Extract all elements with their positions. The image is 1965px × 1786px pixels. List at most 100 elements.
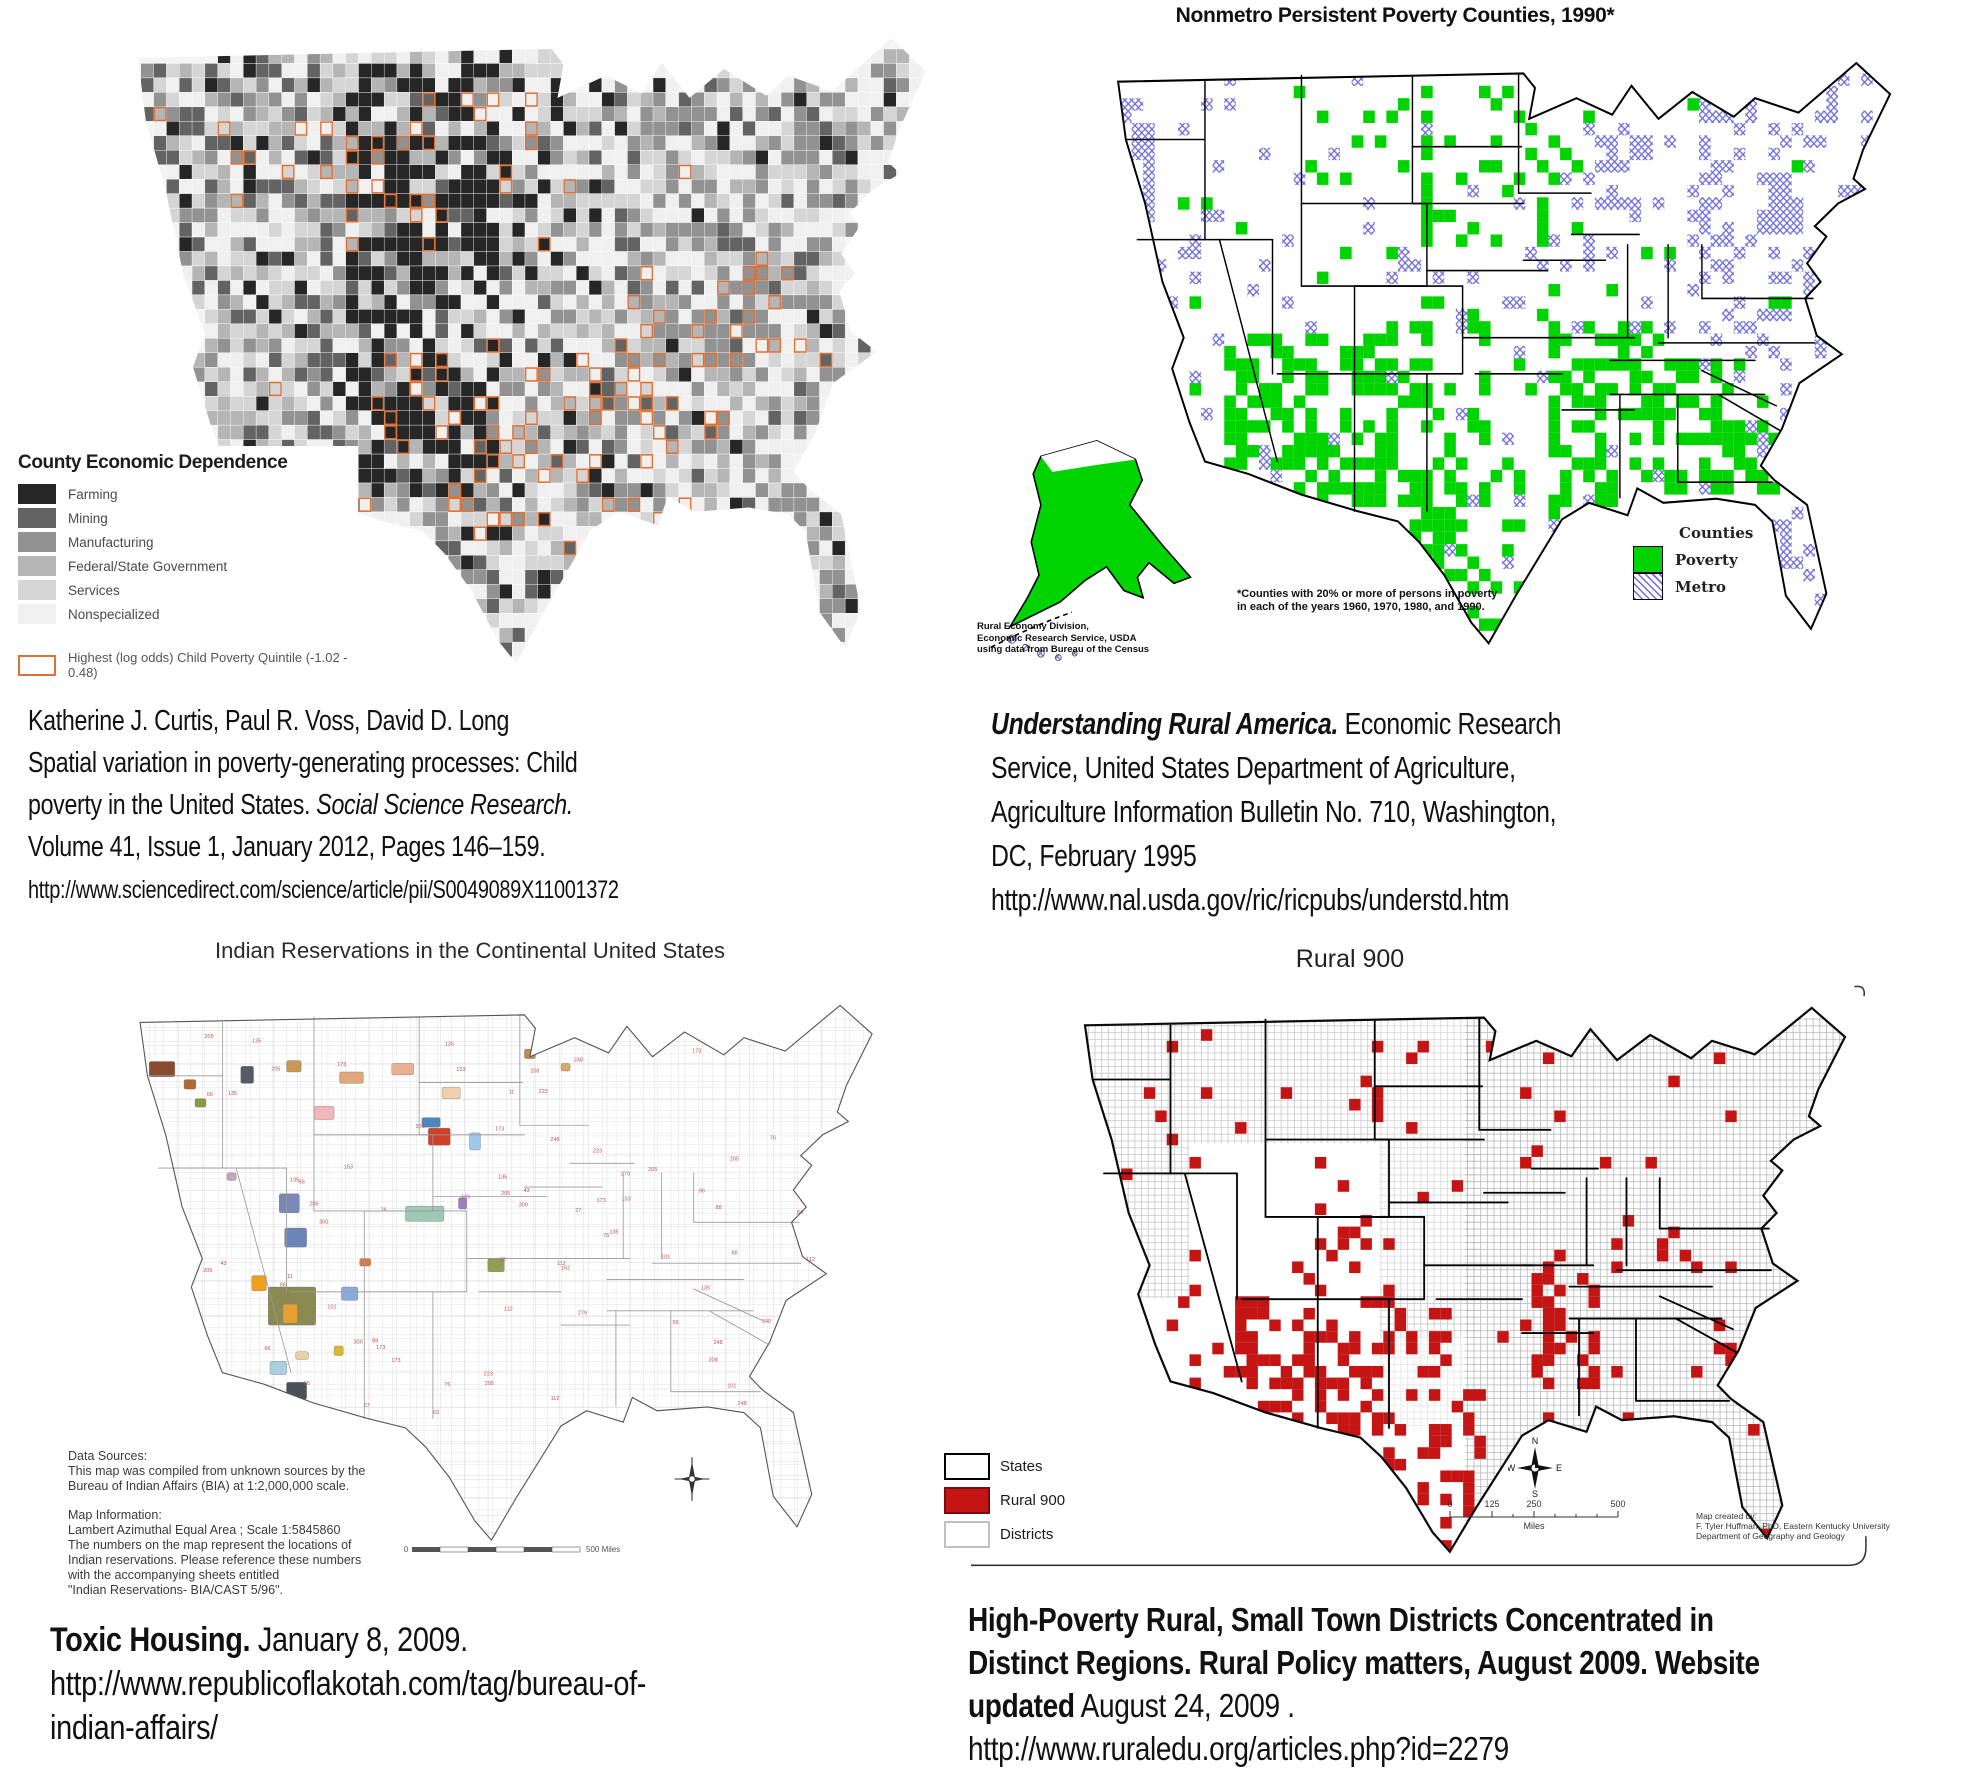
- svg-text:248: 248: [738, 1401, 747, 1407]
- svg-text:153: 153: [621, 1196, 630, 1202]
- compass-rose-icon: N S W E: [1508, 1436, 1562, 1499]
- citation-understanding-rural-america: Understanding Rural America. Economic Re…: [991, 702, 1965, 922]
- scale-tick-label: 0: [1447, 1499, 1452, 1509]
- citation-line: High-Poverty Rural, Small Town Districts…: [968, 1598, 1965, 1641]
- svg-text:43: 43: [220, 1261, 226, 1267]
- quintile-legend-label: Highest (log odds) Child Poverty Quintil…: [68, 650, 348, 680]
- citation-toxic-housing: Toxic Housing. January 8, 2009. http://ww…: [50, 1618, 968, 1750]
- citation-line: http://www.ruraledu.org/articles.php?id=…: [968, 1727, 1965, 1770]
- citation-segment: January 8, 2009.: [250, 1621, 468, 1659]
- county-economic-dependence-legend: County Economic Dependence Farming Minin…: [8, 446, 358, 686]
- citation-line: Service, United States Department of Agr…: [991, 746, 1965, 790]
- svg-text:248: 248: [714, 1340, 723, 1346]
- note-line: The numbers on the map represent the loc…: [68, 1538, 352, 1552]
- svg-text:112: 112: [806, 1257, 815, 1263]
- map-credits: Map created by: F. Tyler Huffman, PhD, Ea…: [1696, 1511, 1890, 1541]
- citation-segment: http://www.ruraledu.org/articles.php?id=…: [968, 1730, 1509, 1767]
- citation-line: Toxic Housing. January 8, 2009.: [50, 1618, 968, 1662]
- legend-label: States: [1000, 1458, 1043, 1475]
- citation-line: http://www.nal.usda.gov/ric/ricpubs/unde…: [991, 878, 1965, 922]
- legend-title: Counties: [1679, 524, 1754, 542]
- metro-swatch: [1633, 573, 1663, 600]
- legend-label: Farming: [68, 486, 118, 502]
- svg-text:135: 135: [252, 1039, 261, 1045]
- rural-900-swatch: [944, 1487, 990, 1514]
- svg-text:205: 205: [271, 1066, 280, 1072]
- panel-child-poverty-map: County Economic Dependence Farming Minin…: [0, 0, 985, 925]
- map-title: Rural 900: [1295, 945, 1405, 973]
- svg-text:66: 66: [673, 1320, 679, 1326]
- panel-indian-reservations-map: Indian Reservations in the Continental U…: [0, 925, 945, 1786]
- scale-bar-segments: [412, 1546, 581, 1553]
- panel-persistent-poverty-map: Nonmetro Persistent Poverty Counties, 19…: [975, 0, 1965, 925]
- svg-text:43: 43: [524, 1188, 530, 1194]
- compass-east-label: E: [1556, 1463, 1562, 1473]
- svg-text:135: 135: [498, 1174, 507, 1180]
- citation-segment: Spatial variation in poverty-generating …: [28, 747, 578, 779]
- districts-swatch: [944, 1521, 990, 1548]
- svg-text:135: 135: [445, 1041, 454, 1047]
- svg-text:88: 88: [372, 1338, 378, 1344]
- svg-text:96: 96: [699, 1189, 705, 1195]
- legend-item-states: States: [944, 1453, 1184, 1480]
- legend-title: County Economic Dependence: [18, 452, 288, 473]
- citation-segment: Agriculture Information Bulletin No. 710…: [991, 794, 1557, 829]
- legend-item-nonspecialized: Nonspecialized: [18, 604, 348, 624]
- citation-line: http://www.republicoflakotah.com/tag/bur…: [50, 1662, 968, 1706]
- svg-text:173: 173: [337, 1062, 346, 1068]
- legend-item-mining: Mining: [18, 508, 348, 528]
- legend-item-farming: Farming: [18, 484, 348, 504]
- note-line: Map Information:: [68, 1508, 162, 1522]
- scale-bar: 0 125 250 500 Miles: [1447, 1499, 1625, 1531]
- svg-text:173: 173: [391, 1358, 400, 1364]
- svg-text:101: 101: [661, 1254, 670, 1260]
- mining-swatch: [18, 508, 56, 528]
- quintile-outline-swatch: [18, 654, 56, 676]
- citation-segment: High-Poverty Rural, Small Town Districts…: [968, 1601, 1714, 1638]
- svg-text:223: 223: [484, 1371, 493, 1377]
- svg-text:135: 135: [609, 1229, 618, 1235]
- note-line: Rural Economy Division,: [977, 621, 1089, 632]
- data-sources-note: Data Sources: This map was compiled from …: [68, 1449, 428, 1494]
- note-line: Indian reservations. Please reference th…: [68, 1553, 362, 1567]
- svg-text:205: 205: [485, 1381, 494, 1387]
- svg-text:205: 205: [648, 1167, 657, 1173]
- svg-text:173: 173: [692, 1048, 701, 1054]
- scale-zero-label: 0: [404, 1545, 409, 1554]
- svg-text:153: 153: [456, 1067, 465, 1073]
- citation-segment: DC, February 1995: [991, 838, 1197, 873]
- svg-text:205: 205: [203, 1268, 212, 1274]
- svg-text:76: 76: [770, 1136, 776, 1142]
- svg-text:76: 76: [380, 1207, 386, 1213]
- svg-text:63: 63: [500, 1257, 506, 1263]
- note-line: in each of the years 1960, 1970, 1980, a…: [1237, 601, 1485, 613]
- legend-label: Metro: [1675, 577, 1726, 596]
- svg-text:76: 76: [444, 1382, 450, 1388]
- map-information-note: Map Information: Lambert Azimuthal Equal …: [68, 1508, 428, 1598]
- svg-text:153: 153: [344, 1165, 353, 1171]
- compass-south-label: S: [1532, 1489, 1538, 1499]
- compass-rose-icon: [674, 1457, 710, 1501]
- scale-unit-label: Miles: [1523, 1521, 1545, 1531]
- county-economic-dependence-map: [137, 37, 926, 664]
- svg-text:101: 101: [727, 1384, 736, 1390]
- legend-label: Services: [68, 582, 120, 598]
- citation-segment: http://www.sciencedirect.com/science/art…: [28, 876, 619, 904]
- citation-line: Volume 41, Issue 1, January 2012, Pages …: [28, 826, 972, 868]
- svg-text:279: 279: [578, 1311, 587, 1317]
- persistent-poverty-counties-map: [990, 61, 1892, 662]
- citation-line: Katherine J. Curtis, Paul R. Voss, David…: [28, 700, 972, 742]
- states-swatch: [944, 1453, 990, 1480]
- svg-text:66: 66: [265, 1346, 271, 1352]
- svg-text:96: 96: [280, 1283, 286, 1289]
- citation-segment: updated: [968, 1687, 1075, 1724]
- citation-line: http://www.sciencedirect.com/science/art…: [28, 868, 972, 911]
- svg-text:248: 248: [550, 1137, 559, 1143]
- citation-line: updated August 24, 2009 .: [968, 1684, 1965, 1727]
- svg-text:300: 300: [354, 1340, 363, 1346]
- citation-line: Distinct Regions. Rural Policy matters, …: [968, 1641, 1965, 1684]
- svg-text:162: 162: [561, 1265, 570, 1271]
- svg-text:84: 84: [797, 1210, 803, 1216]
- nonspecialized-swatch: [18, 604, 56, 624]
